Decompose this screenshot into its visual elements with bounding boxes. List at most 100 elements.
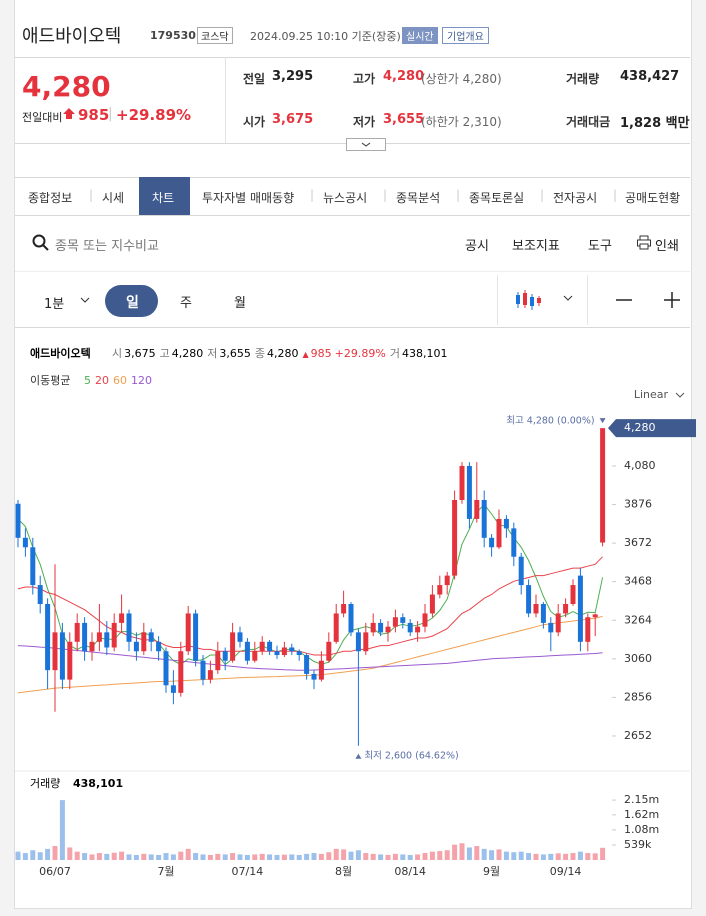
period[interactable]: 월 [234,296,246,311]
candle-body [415,626,421,633]
volume-bar [496,849,502,860]
item-note: (하한가 2,310) [421,115,502,129]
stat-label: 시 [112,347,122,360]
volume-bar [600,847,606,860]
x-tick-label: 06/07 [39,865,71,878]
item-label: 저가 [353,115,376,129]
separator: | [383,188,388,202]
volume-tick-label: 2.15m [624,793,659,806]
tab[interactable]: 전자공시 [553,191,598,205]
stat-value: 3,675 [124,347,156,360]
item-value: 3,675 [272,112,314,127]
period-active-bg [105,285,158,317]
volume-bar [104,853,110,860]
candle-body [466,465,472,519]
tab[interactable]: 시세 [102,191,125,205]
y-tick-label: 3876 [624,498,652,511]
volume-bar [355,850,361,860]
candle-body [207,670,213,680]
zoom-buttons[interactable] [612,290,688,310]
search-input[interactable]: 종목 또는 지수비교 [55,239,159,254]
tab[interactable]: 투자자별 매매동향 [202,191,295,205]
period[interactable]: 1분 [44,297,65,312]
expand-button[interactable] [346,138,386,152]
tool[interactable]: 도구 [588,239,612,254]
volume-bar [222,854,228,860]
legend-entry: 20 [95,374,109,387]
tool[interactable]: 보조지표 [512,239,560,254]
stat-label: 거 [390,347,400,360]
candle-body [429,594,435,614]
candle-body [237,632,243,642]
volume-bar [193,853,199,860]
stat-label: 저 [207,347,217,360]
ma-line [17,615,603,694]
candle-body [274,651,280,656]
divider [225,57,226,143]
company-button[interactable]: 기업개요 [442,27,489,44]
candle-body [378,622,384,633]
realtime-button[interactable]: 실시간 [402,27,438,44]
candle-body [363,632,369,652]
item-label: 시가 [243,115,266,129]
candle-body [496,518,502,548]
candle-body [422,613,428,627]
volume-bar [511,852,517,860]
tab[interactable]: 차트 [152,191,175,205]
tool[interactable]: 공시 [465,239,489,254]
candle-body [400,617,406,623]
tab[interactable]: 공매도현황 [625,191,681,205]
candle-body [52,632,58,671]
volume-bar [141,853,147,860]
candle-body [570,585,576,604]
item-label: 거래대금 [566,115,611,129]
legend-name: 애드바이오텍 [30,346,91,360]
tab[interactable]: 종목분석 [396,191,441,205]
candle-body [563,603,569,614]
candle-body [348,603,354,633]
candle-body [37,585,43,604]
chart-type-button[interactable] [515,288,575,312]
item-value: 3,655 [383,112,425,127]
candle-body [577,575,583,642]
volume-bar [96,853,102,860]
candle-body [185,613,191,652]
period[interactable]: 일 [126,295,139,311]
scale-button[interactable]: Linear [634,388,669,401]
candle-body [156,641,162,652]
volume-bar [577,851,583,860]
candle-body [555,613,561,633]
volume-bar [437,851,443,860]
tab[interactable]: 종목토론실 [469,191,525,205]
up-icon [63,108,75,119]
high-marker [599,418,606,424]
tab[interactable]: 뉴스공시 [323,191,368,205]
candle-body [82,622,88,652]
volume-bar [378,854,384,860]
divider [15,271,690,272]
active-tab-bg [139,177,190,215]
stat-label: 종 [255,347,265,360]
volume-bar [89,854,95,860]
item-label: 전일 [243,72,266,86]
volume-bar [444,850,450,860]
volume-bar [185,848,191,860]
volume-bar [22,853,28,860]
tab[interactable]: 종합정보 [28,191,73,205]
candle-body [111,622,117,648]
y-tick-label: 2652 [624,729,652,742]
candle-body [503,518,509,529]
volume-bar [15,851,21,860]
frame [14,0,692,909]
change: 985 [78,106,110,124]
period[interactable]: 주 [180,296,192,311]
volume-bar [466,847,472,860]
candle-body [281,647,287,656]
candle-body [45,603,51,671]
volume-bar [415,854,421,860]
chart: 애드바이오텍 이동평균 Linear 거래량 시 3,675 고 4,280 저 3,65… [15,346,696,878]
tool[interactable]: 인쇄 [655,239,679,254]
divider [15,57,690,58]
volume-bar [230,853,236,860]
volume-bar [333,848,339,860]
